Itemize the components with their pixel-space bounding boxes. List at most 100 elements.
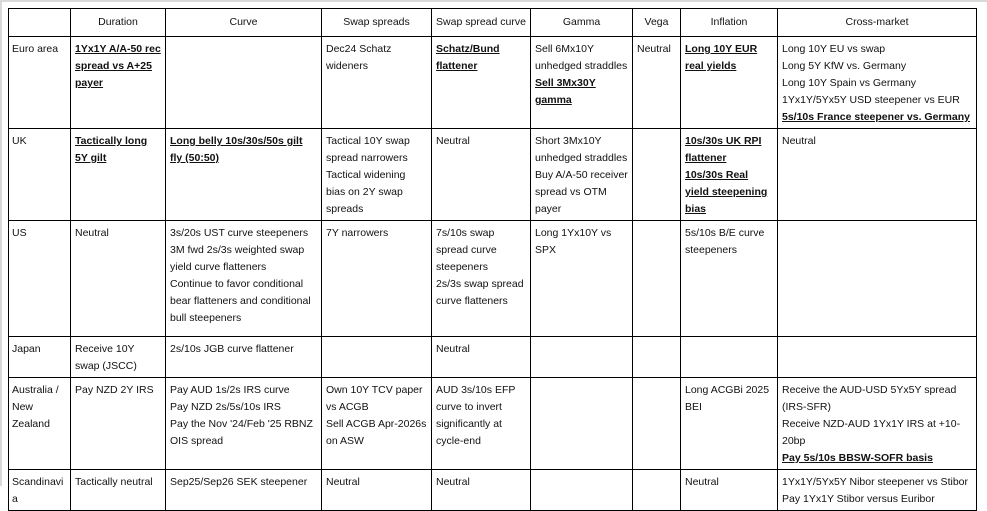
trade-item: 3M fwd 2s/3s weighted swap yield curve f… xyxy=(170,244,305,273)
trade-item: Long 1Yx10Y vs SPX xyxy=(535,227,612,256)
table-cell: Schatz/Bund flattener xyxy=(431,36,531,129)
header-row: Duration Curve Swap spreads Swap spread cur… xyxy=(8,8,977,37)
region-label: Japan xyxy=(8,336,71,378)
trade-item: 1Yx1Y/5Yx5Y USD steepener vs EUR xyxy=(782,94,960,106)
trade-recommendations-table: Duration Curve Swap spreads Swap spread cur… xyxy=(8,8,977,511)
table-cell: 7Y narrowers xyxy=(321,220,432,337)
trade-item: Sell ACGB Apr-2026s on ASW xyxy=(326,418,427,447)
trade-item: Neutral xyxy=(436,135,470,147)
table-cell: Sell 6Mx10Y unhedged straddles Sell 3Mx30… xyxy=(530,36,633,129)
table-row: Japan Receive 10Y swap (JSCC) 2s/10s JGB c… xyxy=(8,336,977,378)
table-cell: 3s/20s UST curve steepeners 3M fwd 2s/3s … xyxy=(165,220,322,337)
column-header: Cross-market xyxy=(777,8,977,37)
table-cell xyxy=(777,220,977,337)
trade-item: Receive 10Y swap (JSCC) xyxy=(75,343,137,372)
region-label: US xyxy=(8,220,71,337)
table-cell: Neutral xyxy=(777,128,977,221)
table-cell: Neutral xyxy=(431,469,531,511)
table-cell: Sep25/Sep26 SEK steepener xyxy=(165,469,322,511)
trade-item: Long ACGBi 2025 BEI xyxy=(685,384,770,413)
table-cell xyxy=(530,469,633,511)
table-cell: Long belly 10s/30s/50s gilt fly (50:50) xyxy=(165,128,322,221)
table-cell xyxy=(530,377,633,470)
table-cell xyxy=(680,336,778,378)
trade-item: Buy A/A-50 receiver spread vs OTM payer xyxy=(535,169,628,215)
table-cell xyxy=(632,336,681,378)
table-cell xyxy=(632,469,681,511)
highlighted-trade: Long belly 10s/30s/50s gilt fly (50:50) xyxy=(170,135,303,164)
trade-item: Sep25/Sep26 SEK steepener xyxy=(170,476,308,488)
table-cell: 1Yx1Y A/A-50 rec spread vs A+25 payer xyxy=(70,36,166,129)
table-cell: 2s/10s JGB curve flattener xyxy=(165,336,322,378)
trade-item: Dec24 Schatz wideners xyxy=(326,43,392,72)
trade-item: Pay NZD 2s/5s/10s IRS xyxy=(170,401,281,413)
trade-item: Neutral xyxy=(637,43,671,55)
table-row: Australia / New Zealand Pay NZD 2Y IRS Pay… xyxy=(8,377,977,470)
table-cell: Long 10Y EUR real yields xyxy=(680,36,778,129)
table-cell xyxy=(321,336,432,378)
table-cell: Neutral xyxy=(680,469,778,511)
trade-item: Continue to favor conditional bear flatt… xyxy=(170,278,311,324)
trade-item: 7s/10s swap spread curve steepeners xyxy=(436,227,497,273)
trade-item: Pay AUD 1s/2s IRS curve xyxy=(170,384,290,396)
table-cell: Own 10Y TCV paper vs ACGB Sell ACGB Apr-2… xyxy=(321,377,432,470)
column-header: Duration xyxy=(70,8,166,37)
highlighted-trade: 10s/30s Real yield steepening bias xyxy=(685,169,768,215)
trade-item: Pay the Nov '24/Feb '25 RBNZ OIS spread xyxy=(170,418,313,447)
trade-item: Neutral xyxy=(436,476,470,488)
table-cell: Neutral xyxy=(321,469,432,511)
table-row: US Neutral 3s/20s UST curve steepeners 3M f… xyxy=(8,220,977,337)
region-label: UK xyxy=(8,128,71,221)
trade-item: 1Yx1Y/5Yx5Y Nibor steepener vs Stibor xyxy=(782,476,968,488)
table-cell xyxy=(632,220,681,337)
trade-item: Neutral xyxy=(75,227,109,239)
trade-item: 7Y narrowers xyxy=(326,227,389,239)
highlighted-trade: Schatz/Bund flattener xyxy=(436,43,500,72)
table-cell: Dec24 Schatz wideners xyxy=(321,36,432,129)
trade-item: Neutral xyxy=(782,135,816,147)
trade-item: Long 10Y EU vs swap xyxy=(782,43,886,55)
column-header: Swap spreads xyxy=(321,8,432,37)
table-cell xyxy=(777,336,977,378)
table-cell: Long ACGBi 2025 BEI xyxy=(680,377,778,470)
table-cell: Neutral xyxy=(70,220,166,337)
column-header: Gamma xyxy=(530,8,633,37)
table-cell: AUD 3s/10s EFP curve to invert significa… xyxy=(431,377,531,470)
table-cell: Long 10Y EU vs swap Long 5Y KfW vs. Germa… xyxy=(777,36,977,129)
table-cell xyxy=(632,377,681,470)
highlighted-trade: 10s/30s UK RPI flattener xyxy=(685,135,762,164)
highlighted-trade: 5s/10s France steepener vs. Germany xyxy=(782,111,970,123)
table-row: Scandinavia Tactically neutral Sep25/Sep26… xyxy=(8,469,977,511)
column-header: Inflation xyxy=(680,8,778,37)
table-cell: Receive 10Y swap (JSCC) xyxy=(70,336,166,378)
trade-item: AUD 3s/10s EFP curve to invert significa… xyxy=(436,384,516,447)
region-label: Australia / New Zealand xyxy=(8,377,71,470)
region-label: Euro area xyxy=(8,36,71,129)
trade-item: Receive the AUD-USD 5Yx5Y spread (IRS-SF… xyxy=(782,384,957,413)
trade-item: Pay 1Yx1Y Stibor versus Euribor xyxy=(782,493,935,505)
table-cell: Tactically long 5Y gilt xyxy=(70,128,166,221)
trade-item: Receive NZD-AUD 1Yx1Y IRS at +10-20bp xyxy=(782,418,961,447)
highlighted-trade: 1Yx1Y A/A-50 rec spread vs A+25 payer xyxy=(75,43,161,89)
table-row: UK Tactically long 5Y gilt Long belly 10s/… xyxy=(8,128,977,221)
table-cell: Tactical 10Y swap spread narrowers Tactic… xyxy=(321,128,432,221)
table-cell: 1Yx1Y/5Yx5Y Nibor steepener vs Stibor Pay… xyxy=(777,469,977,511)
trade-item: Neutral xyxy=(326,476,360,488)
highlighted-trade: Long 10Y EUR real yields xyxy=(685,43,758,72)
table-cell: Neutral xyxy=(632,36,681,129)
table-cell: Receive the AUD-USD 5Yx5Y spread (IRS-SF… xyxy=(777,377,977,470)
table-cell xyxy=(165,36,322,129)
trade-item: Own 10Y TCV paper vs ACGB xyxy=(326,384,423,413)
table-cell xyxy=(632,128,681,221)
trade-item: 5s/10s B/E curve steepeners xyxy=(685,227,765,256)
table-cell: Tactically neutral xyxy=(70,469,166,511)
table-cell: Pay NZD 2Y IRS xyxy=(70,377,166,470)
header-region xyxy=(8,8,71,37)
table-row: Euro area 1Yx1Y A/A-50 rec spread vs A+25… xyxy=(8,36,977,129)
table-cell: 7s/10s swap spread curve steepeners 2s/3s… xyxy=(431,220,531,337)
table-cell xyxy=(530,336,633,378)
column-header: Curve xyxy=(165,8,322,37)
trade-item: Short 3Mx10Y unhedged straddles xyxy=(535,135,628,164)
trade-item: 2s/10s JGB curve flattener xyxy=(170,343,294,355)
table-cell: Pay AUD 1s/2s IRS curve Pay NZD 2s/5s/10s… xyxy=(165,377,322,470)
